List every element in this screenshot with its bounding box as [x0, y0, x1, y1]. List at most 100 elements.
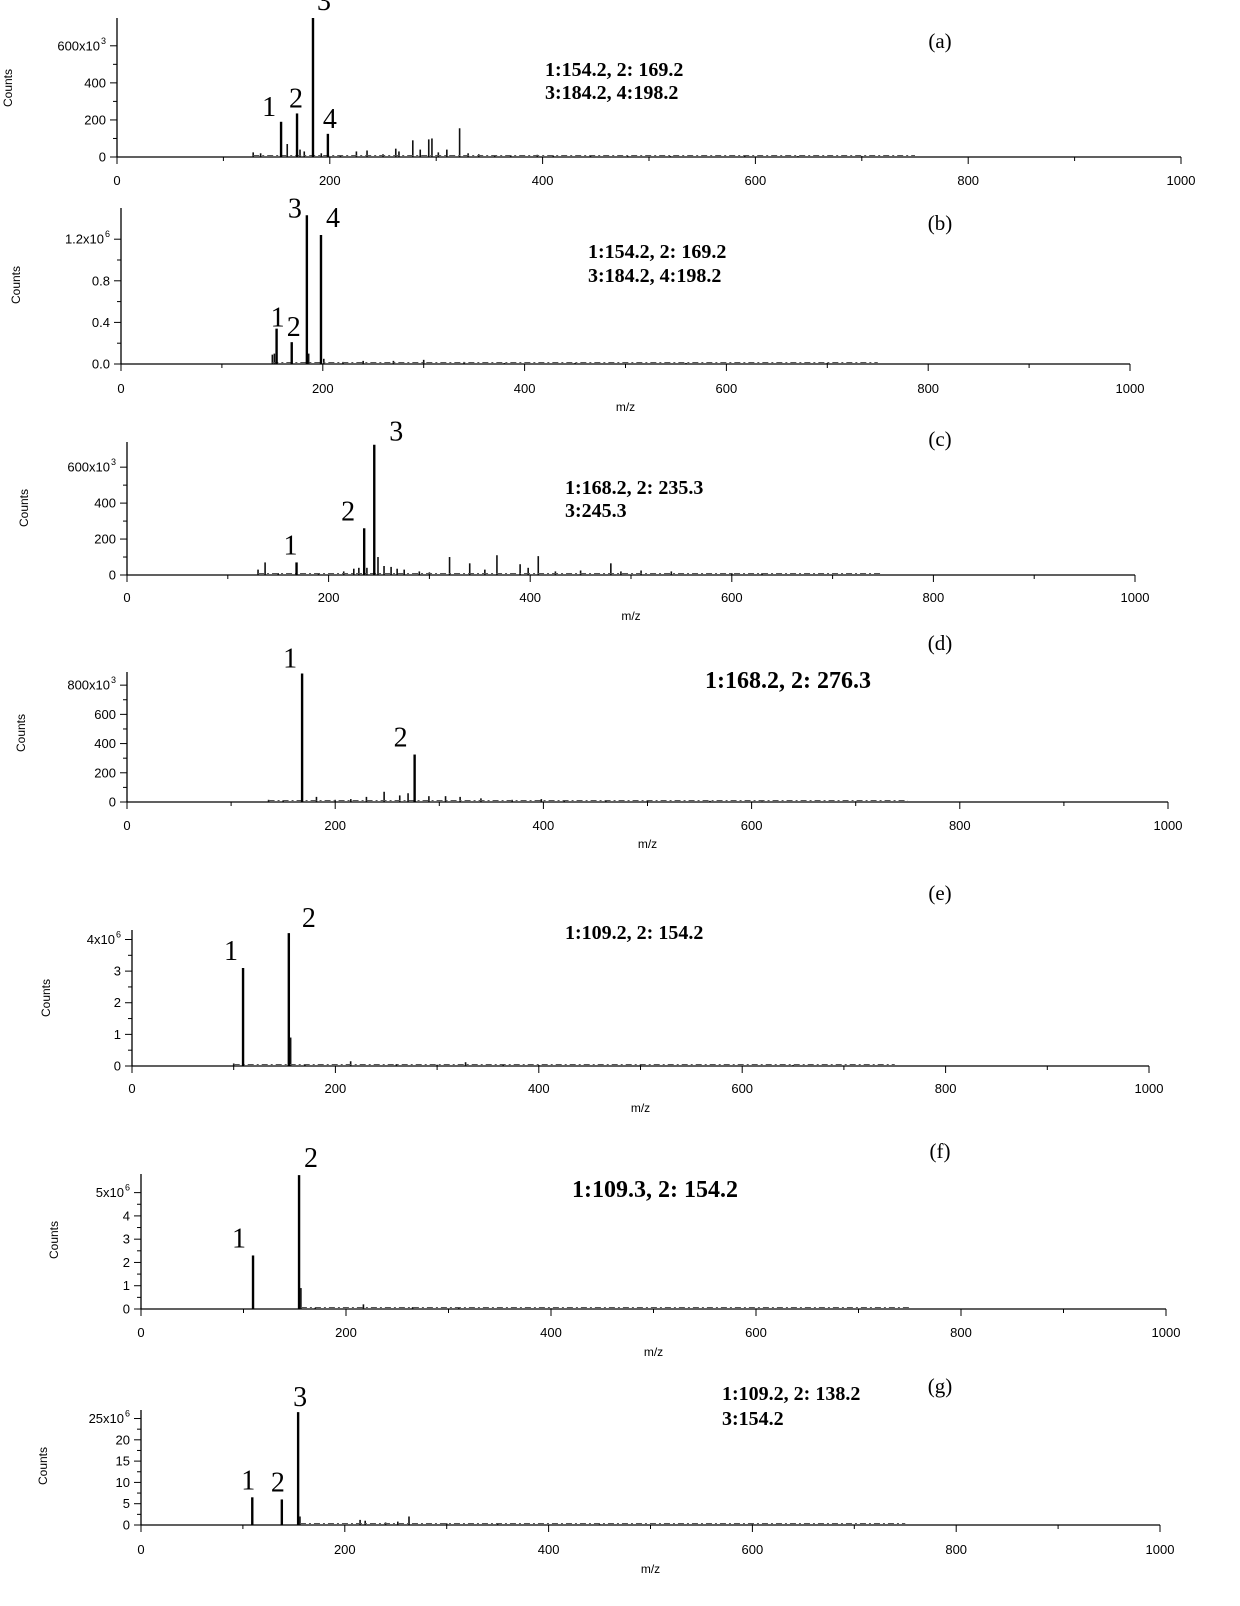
peak-annotation: 3:184.2, 4:198.2 [588, 265, 721, 287]
x-tick-label: 200 [334, 1542, 356, 1557]
x-axis-title: m/z [616, 400, 635, 414]
y-tick-label: 5x10 [96, 1185, 124, 1200]
peak-label-3: 3 [317, 0, 331, 17]
x-axis-title: m/z [638, 837, 657, 851]
peak-label-2: 2 [341, 496, 355, 527]
peak-label-4: 4 [323, 104, 337, 135]
y-tick-label: 3 [123, 1232, 130, 1247]
y-tick-label: 0 [109, 568, 116, 583]
x-axis-title: m/z [644, 1345, 663, 1359]
peak-label-1: 1 [232, 1223, 246, 1254]
y-axis-title: Counts [17, 489, 31, 527]
peak-label-1: 1 [271, 303, 285, 334]
x-tick-label: 1000 [1135, 1081, 1164, 1096]
y-tick-exponent: 6 [116, 929, 121, 939]
x-tick-label: 800 [957, 173, 979, 188]
x-tick-label: 800 [945, 1542, 967, 1557]
y-tick-label: 600 [94, 707, 116, 722]
y-axis-title: Counts [36, 1447, 50, 1485]
y-tick-exponent: 3 [101, 36, 106, 46]
y-tick-exponent: 6 [105, 229, 110, 239]
y-tick-label: 4x10 [87, 932, 115, 947]
y-tick-label: 4 [123, 1208, 130, 1223]
peak-label-1: 1 [262, 92, 276, 123]
y-tick-label: 0 [123, 1518, 130, 1533]
x-tick-label: 800 [917, 381, 939, 396]
peak-label-2: 2 [271, 1467, 285, 1498]
spectrum-panel-e: 0 200 400 600 800 1000 0 1 2 3 4x10 6 Counts m/z 1 2 1:1… [39, 881, 1163, 1115]
y-tick-label: 200 [84, 112, 106, 127]
x-tick-label: 200 [318, 590, 340, 605]
y-tick-label: 600x10 [57, 38, 100, 53]
x-tick-label: 1000 [1167, 173, 1196, 188]
x-tick-label: 400 [514, 381, 536, 396]
y-tick-label: 0.8 [92, 273, 110, 288]
x-tick-label: 800 [949, 818, 971, 833]
x-tick-label: 1000 [1116, 381, 1145, 396]
x-tick-label: 600 [745, 1325, 767, 1340]
x-tick-label: 200 [324, 818, 346, 833]
x-tick-label: 1000 [1121, 590, 1150, 605]
x-tick-label: 0 [128, 1081, 135, 1096]
y-tick-label: 25x10 [89, 1411, 124, 1426]
peak-label-1: 1 [224, 936, 238, 967]
x-tick-label: 400 [540, 1325, 562, 1340]
y-tick-label: 0 [114, 1059, 121, 1074]
peak-label-3: 3 [389, 417, 403, 448]
y-axis-title: Counts [1, 69, 15, 107]
spectrum-panel-b: 0 200 400 600 800 1000 0.0 0.4 0.8 1.2x10 6 Counts m… [9, 193, 1144, 414]
x-tick-label: 200 [335, 1325, 357, 1340]
x-tick-label: 0 [123, 590, 130, 605]
x-tick-label: 600 [721, 590, 743, 605]
peak-label-1: 1 [284, 530, 298, 561]
x-axis-title: m/z [631, 1101, 650, 1115]
peak-annotation: 1:109.3, 2: 154.2 [572, 1177, 738, 1203]
y-tick-label: 1 [114, 1027, 121, 1042]
peak-annotation: 3:154.2 [722, 1408, 784, 1430]
peak-annotation: 3:184.2, 4:198.2 [545, 82, 678, 104]
x-tick-label: 0 [123, 818, 130, 833]
y-tick-label: 10 [116, 1475, 130, 1490]
peak-label-2: 2 [304, 1143, 318, 1174]
peak-label-2: 2 [302, 903, 316, 934]
peak-label-2: 2 [287, 312, 301, 343]
peak-label-4: 4 [326, 203, 340, 234]
y-tick-exponent: 3 [111, 457, 116, 467]
y-tick-label: 0.0 [92, 357, 110, 372]
panel-letter: (e) [928, 881, 951, 905]
x-tick-label: 1000 [1152, 1325, 1181, 1340]
x-axis-title: m/z [621, 609, 640, 623]
spectrum-panel-f: 0 200 400 600 800 1000 0 1 2 3 4 5x10 6 Counts m/z 1 2 1:… [47, 1139, 1180, 1359]
y-tick-label: 0.4 [92, 315, 110, 330]
peak-annotation: 1:154.2, 2: 169.2 [588, 241, 726, 263]
y-tick-label: 1 [123, 1278, 130, 1293]
x-tick-label: 400 [533, 818, 555, 833]
y-tick-label: 1.2x10 [65, 232, 104, 247]
x-tick-label: 0 [137, 1325, 144, 1340]
peak-label-2: 2 [394, 723, 408, 754]
peak-label-3: 3 [293, 1382, 307, 1413]
panel-letter: (f) [930, 1139, 951, 1163]
y-axis-title: Counts [9, 266, 23, 304]
y-tick-label: 15 [116, 1454, 130, 1469]
panel-letter: (a) [928, 29, 951, 53]
peak-label-3: 3 [288, 193, 302, 224]
y-tick-label: 800x10 [67, 678, 110, 693]
x-tick-label: 600 [731, 1081, 753, 1096]
y-tick-label: 200 [94, 765, 116, 780]
y-tick-label: 600x10 [67, 460, 110, 475]
y-tick-label: 400 [84, 75, 106, 90]
spectrum-panel-g: 0 200 400 600 800 1000 0 5 10 15 20 25x10 6 Counts m/z… [36, 1374, 1174, 1576]
y-tick-label: 200 [94, 532, 116, 547]
y-axis-title: Counts [39, 979, 53, 1017]
peak-annotation: 1:154.2, 2: 169.2 [545, 59, 683, 81]
x-tick-label: 200 [319, 173, 341, 188]
spectrum-panel-d: 0 200 400 600 800 1000 0 200 400 600 800x10 3 Counts… [14, 631, 1182, 851]
peak-annotation: 1:168.2, 2: 235.3 [565, 477, 703, 499]
x-tick-label: 400 [519, 590, 541, 605]
y-tick-label: 0 [99, 150, 106, 165]
x-tick-label: 800 [923, 590, 945, 605]
y-tick-label: 2 [114, 995, 121, 1010]
panel-letter: (d) [928, 631, 953, 655]
y-tick-label: 0 [123, 1302, 130, 1317]
